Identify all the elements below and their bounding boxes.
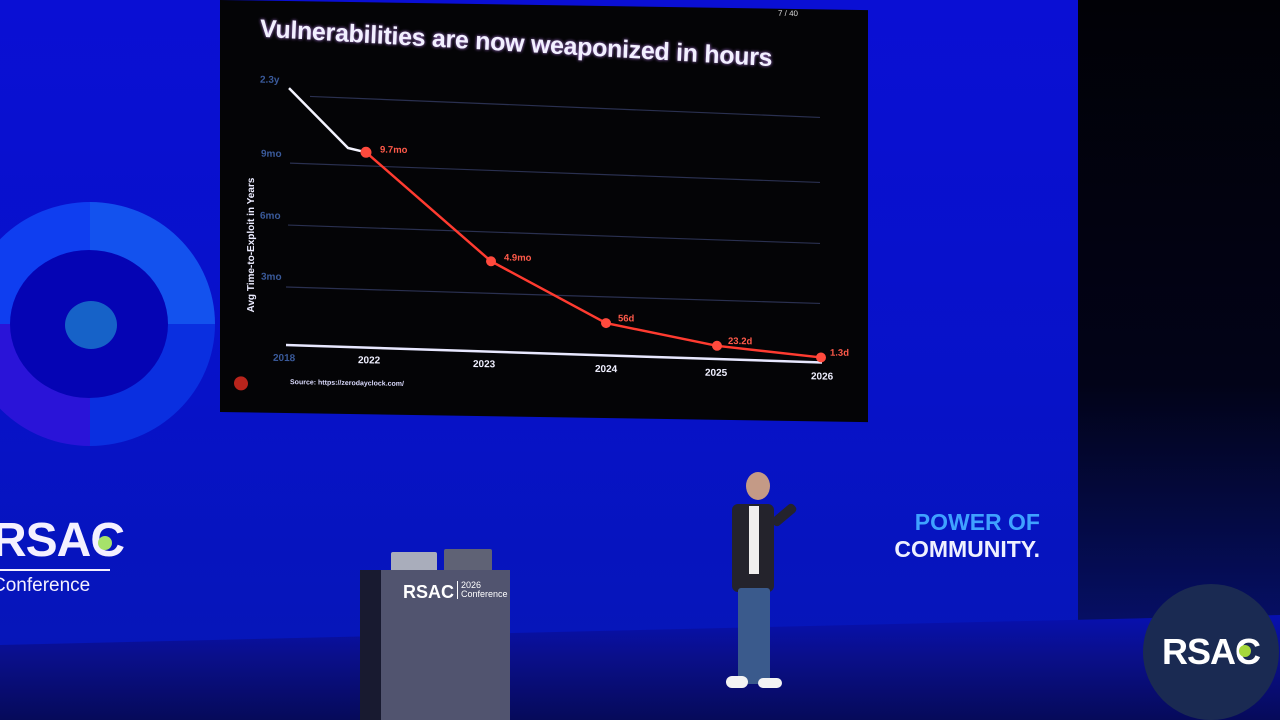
- podium-year: 2026: [461, 580, 482, 590]
- divider: [0, 569, 110, 571]
- rsac-brand-left: RSAC Conference: [0, 515, 125, 597]
- y-tick-9mo: 9mo: [261, 149, 282, 160]
- podium-conference: Conference: [461, 589, 508, 599]
- svg-text:9.7mo: 9.7mo: [380, 145, 408, 156]
- data-points: [360, 146, 826, 363]
- svg-text:2022: 2022: [358, 355, 381, 366]
- y-tick-3mo: 3mo: [261, 272, 282, 283]
- y-tick-labels: 2.3y 9mo 6mo 3mo: [260, 75, 282, 283]
- svg-text:56d: 56d: [618, 313, 635, 324]
- laptop: [444, 549, 492, 573]
- decorative-ring-core: [65, 301, 117, 349]
- speaker-figure: [722, 470, 802, 695]
- line-chart: 2.3y 9mo 6mo 3mo Avg Time-to-Exploit in …: [246, 75, 849, 383]
- svg-text:2018: 2018: [273, 353, 296, 364]
- source-citation: Source: https://zerodayclock.com/: [290, 379, 404, 388]
- y-tick-2.3y: 2.3y: [260, 75, 280, 86]
- svg-text:2025: 2025: [705, 368, 728, 379]
- rsac-conference-label: Conference: [0, 575, 91, 596]
- podium-logo: RSAC: [403, 582, 455, 602]
- svg-text:23.2d: 23.2d: [728, 336, 752, 347]
- stage-curtain: [1078, 0, 1280, 640]
- slide-number: 7 / 40: [777, 8, 798, 19]
- laptop: [391, 552, 437, 574]
- series-line-early: [288, 87, 367, 154]
- svg-text:2026: 2026: [811, 371, 834, 382]
- brand-logo-icon: [234, 376, 248, 391]
- x-tick-labels: 2018 2022 2023 2024 2025 2026: [273, 353, 834, 383]
- svg-text:1.3d: 1.3d: [830, 348, 849, 359]
- tagline: POWER OF COMMUNITY.: [880, 509, 1040, 563]
- rsac-dot-icon: [1239, 645, 1251, 657]
- y-tick-6mo: 6mo: [260, 211, 281, 222]
- rsac-dot-icon: [98, 536, 113, 550]
- x-axis: [285, 343, 823, 364]
- podium: RSAC 2026 Conference: [360, 570, 510, 720]
- data-labels: 9.7mo 4.9mo 56d 23.2d 1.3d: [380, 145, 849, 359]
- svg-text:4.9mo: 4.9mo: [504, 252, 532, 263]
- rsac-watermark-badge: RSAC: [1143, 584, 1279, 720]
- svg-text:2023: 2023: [473, 359, 496, 370]
- y-axis-label: Avg Time-to-Exploit in Years: [246, 177, 257, 312]
- tagline-line1: POWER OF: [914, 509, 1040, 535]
- tagline-line2: COMMUNITY.: [894, 536, 1040, 562]
- podium-sub: 2026 Conference: [457, 581, 508, 599]
- svg-text:2024: 2024: [595, 364, 618, 375]
- series-line: [365, 151, 822, 359]
- gridlines: [285, 95, 821, 305]
- presentation-slide: 7 / 40 Vulnerabilities are now weaponize…: [220, 0, 868, 423]
- rsac-badge-text: RSAC: [1162, 631, 1261, 673]
